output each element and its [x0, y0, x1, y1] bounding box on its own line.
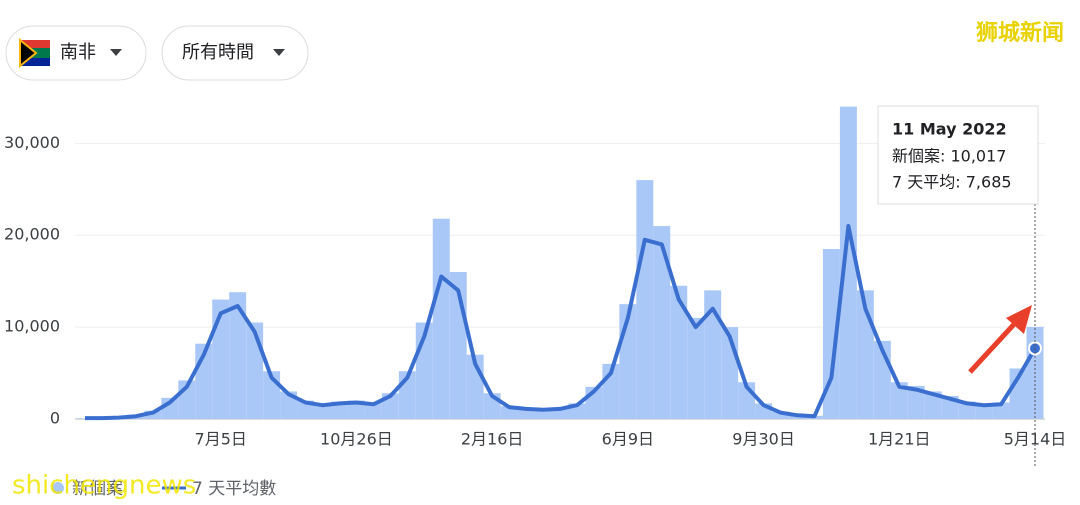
bar — [907, 385, 925, 419]
bar — [534, 408, 552, 419]
bar — [822, 249, 840, 419]
y-tick-label: 20,000 — [4, 225, 60, 244]
bar — [347, 400, 365, 419]
period-filter[interactable]: 所有時間 — [161, 25, 309, 81]
tooltip: 11 May 2022 新個案: 10,017 7 天平均: 7,685 — [877, 105, 1039, 205]
y-tick-label: 0 — [50, 409, 60, 428]
flag-triangle — [19, 37, 38, 69]
tooltip-date: 11 May 2022 — [892, 120, 1007, 139]
arrow-shaft — [968, 318, 1020, 374]
bar — [432, 218, 450, 419]
bar — [670, 285, 688, 419]
bar — [704, 290, 722, 419]
tooltip-row: 7 天平均: 7,685 — [892, 173, 1012, 192]
period-button[interactable] — [161, 25, 309, 81]
bar — [364, 402, 382, 419]
plot: 0 10,000 20,000 30,000 7月5日 10月26日 2月16日 6月9日 9月… — [4, 106, 1067, 449]
flag-red — [20, 40, 50, 48]
x-tick-label: 9月30日 — [732, 430, 795, 449]
bar — [636, 180, 654, 419]
bar — [229, 292, 247, 419]
legend-label: 7 天平均數 — [192, 479, 276, 499]
bar — [314, 404, 331, 419]
bar — [212, 299, 230, 419]
dropdown-arrow — [273, 49, 285, 56]
bar — [517, 407, 535, 419]
bar — [992, 402, 1010, 419]
bar — [772, 411, 790, 419]
bar — [890, 382, 908, 419]
x-tick-label: 2月16日 — [461, 430, 524, 449]
region-filter[interactable]: 南非 — [5, 25, 147, 81]
bar — [839, 106, 857, 419]
bar — [144, 410, 162, 419]
bar — [653, 226, 671, 419]
bar — [297, 400, 315, 419]
bar — [958, 401, 976, 419]
bar — [687, 317, 705, 419]
arrow-head — [1006, 305, 1032, 334]
x-tick-label: 7月5日 — [195, 430, 247, 449]
x-tick-label: 1月21日 — [868, 430, 931, 449]
period-label: 所有時間 — [182, 42, 254, 63]
legend: 新個案 7 天平均數 — [52, 479, 276, 499]
x-tick-label: 10月26日 — [320, 430, 393, 449]
annotation-arrow — [968, 305, 1032, 374]
tooltip-box — [877, 105, 1039, 205]
x-tick-label: 6月9日 — [602, 430, 654, 449]
y-tick-label: 10,000 — [4, 317, 60, 336]
tooltip-row: 新個案: 10,017 — [892, 147, 1006, 166]
watermark: shichengnews — [12, 471, 196, 501]
bar — [975, 403, 993, 419]
legend-swatch — [52, 482, 64, 494]
bar — [924, 391, 942, 419]
average-line — [85, 224, 1037, 421]
legend-label: 新個案 — [72, 479, 123, 499]
flag-blue — [20, 58, 50, 66]
watermark: 狮城新闻 — [976, 20, 1064, 46]
bar — [330, 401, 348, 419]
x-tick-label: 5月14日 — [1004, 430, 1067, 449]
y-tick-label: 30,000 — [4, 133, 60, 152]
region-button[interactable] — [5, 25, 147, 81]
dropdown-arrow — [110, 49, 122, 56]
bar — [551, 407, 569, 419]
region-label: 南非 — [60, 42, 96, 63]
